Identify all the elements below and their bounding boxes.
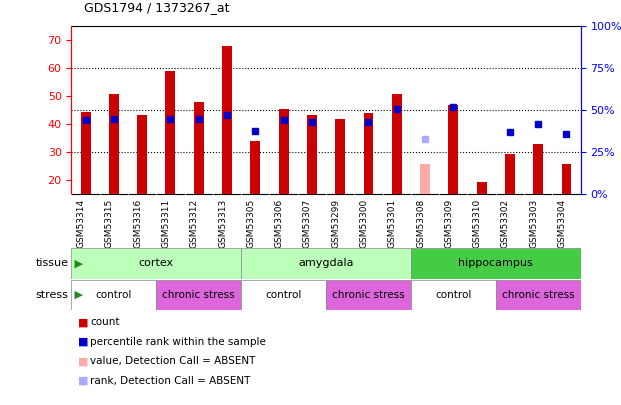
Text: amygdala: amygdala xyxy=(298,258,354,269)
Text: value, Detection Call = ABSENT: value, Detection Call = ABSENT xyxy=(90,356,255,366)
Text: GSM53301: GSM53301 xyxy=(388,198,397,248)
Bar xyxy=(363,113,373,194)
Text: cortex: cortex xyxy=(138,258,174,269)
Text: GSM53312: GSM53312 xyxy=(190,198,199,248)
Text: rank, Detection Call = ABSENT: rank, Detection Call = ABSENT xyxy=(90,376,250,386)
Bar xyxy=(156,280,241,310)
Bar xyxy=(241,280,326,310)
Text: GSM53306: GSM53306 xyxy=(274,198,284,248)
Text: control: control xyxy=(435,290,471,300)
Text: ■: ■ xyxy=(78,318,88,327)
Bar xyxy=(496,280,581,310)
Text: GSM53303: GSM53303 xyxy=(529,198,538,248)
Text: ■: ■ xyxy=(78,376,88,386)
Text: GDS1794 / 1373267_at: GDS1794 / 1373267_at xyxy=(84,1,229,14)
Text: ■: ■ xyxy=(78,337,88,347)
Text: GSM53316: GSM53316 xyxy=(133,198,142,248)
Bar xyxy=(137,115,147,194)
Bar xyxy=(279,109,289,194)
Bar xyxy=(505,154,515,194)
Bar xyxy=(71,248,241,279)
Text: control: control xyxy=(96,290,132,300)
Text: control: control xyxy=(265,290,302,300)
Bar xyxy=(392,94,402,194)
Bar xyxy=(477,182,487,194)
Bar xyxy=(326,280,411,310)
Bar xyxy=(71,280,156,310)
Bar xyxy=(533,144,543,194)
Text: GSM53311: GSM53311 xyxy=(161,198,170,248)
Text: GSM53315: GSM53315 xyxy=(105,198,114,248)
Bar xyxy=(561,164,571,194)
Bar xyxy=(335,119,345,194)
Text: GSM53299: GSM53299 xyxy=(331,198,340,248)
Bar xyxy=(448,105,458,194)
Text: count: count xyxy=(90,318,120,327)
Bar xyxy=(165,71,175,194)
Text: GSM53309: GSM53309 xyxy=(445,198,453,248)
Bar xyxy=(109,94,119,194)
Text: GSM53305: GSM53305 xyxy=(247,198,255,248)
Bar xyxy=(241,248,411,279)
Text: ▶: ▶ xyxy=(71,290,83,300)
Text: ■: ■ xyxy=(78,356,88,366)
Text: GSM53313: GSM53313 xyxy=(218,198,227,248)
Text: GSM53310: GSM53310 xyxy=(473,198,482,248)
Text: hippocampus: hippocampus xyxy=(458,258,533,269)
Bar xyxy=(81,112,91,194)
Bar xyxy=(222,46,232,194)
Text: ▶: ▶ xyxy=(71,258,83,269)
Text: GSM53307: GSM53307 xyxy=(303,198,312,248)
Text: chronic stress: chronic stress xyxy=(163,290,235,300)
Bar xyxy=(194,102,204,194)
Text: GSM53314: GSM53314 xyxy=(76,198,86,248)
Text: tissue: tissue xyxy=(35,258,68,269)
Text: chronic stress: chronic stress xyxy=(502,290,574,300)
Text: GSM53300: GSM53300 xyxy=(360,198,368,248)
Text: stress: stress xyxy=(35,290,68,300)
Text: GSM53308: GSM53308 xyxy=(416,198,425,248)
Bar xyxy=(307,115,317,194)
Text: GSM53304: GSM53304 xyxy=(558,198,566,248)
Text: percentile rank within the sample: percentile rank within the sample xyxy=(90,337,266,347)
Text: chronic stress: chronic stress xyxy=(332,290,405,300)
Bar xyxy=(250,141,260,194)
Bar xyxy=(411,248,581,279)
Text: GSM53302: GSM53302 xyxy=(501,198,510,248)
Bar xyxy=(420,164,430,194)
Bar xyxy=(411,280,496,310)
